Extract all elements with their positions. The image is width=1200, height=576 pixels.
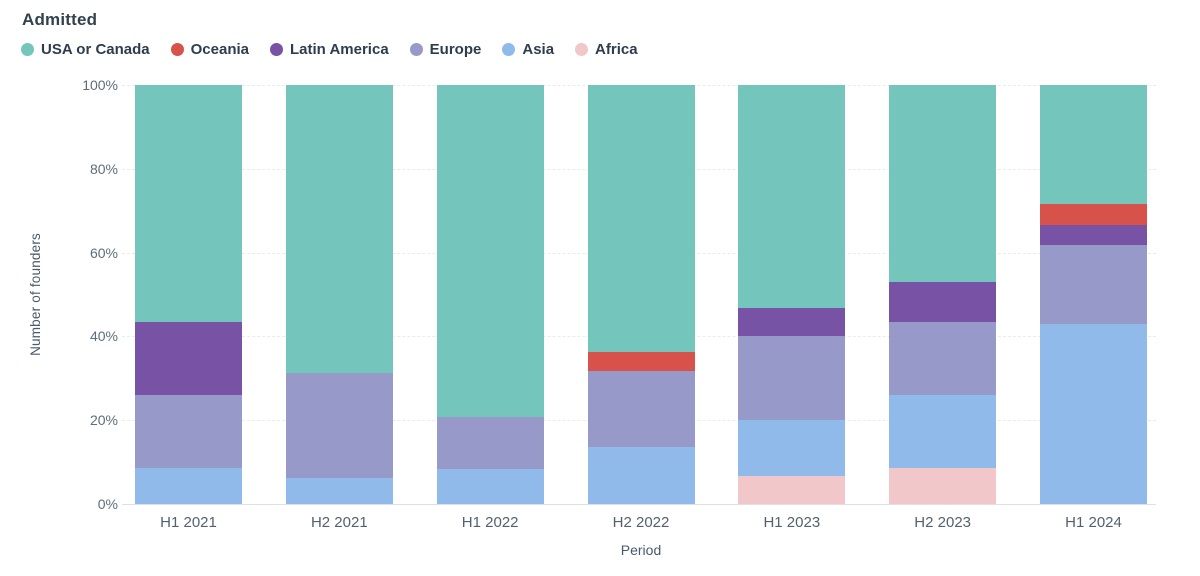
bar-segment-h1-2022-usa-or-canada[interactable] xyxy=(436,85,544,417)
bar-segment-h2-2022-usa-or-canada[interactable] xyxy=(587,85,695,352)
bar-segment-h1-2023-africa[interactable] xyxy=(738,475,846,504)
bar-segment-h2-2023-latin-america[interactable] xyxy=(889,281,997,322)
bar-stack xyxy=(889,85,997,504)
legend-swatch-icon xyxy=(502,42,516,56)
bar-segment-h2-2022-oceania[interactable] xyxy=(587,351,695,371)
legend-item-label: Asia xyxy=(522,40,555,58)
legend: USA or Canada Oceania Latin America Europe A… xyxy=(21,39,638,59)
legend-item-europe[interactable]: Europe xyxy=(409,40,482,58)
legend-item-label: Latin America xyxy=(290,40,389,58)
x-axis-title: Period xyxy=(620,542,662,558)
bar-segment-h1-2024-oceania[interactable] xyxy=(1040,204,1147,225)
bar-stack xyxy=(587,85,695,504)
y-tick-label-100: 100% xyxy=(82,77,118,93)
x-tick-label-h1-2022: H1 2022 xyxy=(461,514,519,531)
legend-swatch-icon xyxy=(21,42,34,56)
legend-item-label: Africa xyxy=(595,40,638,58)
bar-stack xyxy=(285,85,393,504)
y-tick-label-0: 0% xyxy=(97,496,118,512)
bar-group-h2-2022: H2 2022 xyxy=(587,85,695,531)
bar-segment-h1-2024-usa-or-canada[interactable] xyxy=(1040,85,1147,205)
bar-group-h1-2023: H1 2023 xyxy=(738,85,846,531)
bar-group-h1-2021: H1 2021 xyxy=(135,85,242,531)
legend-item-usa-or-canada[interactable]: USA or Canada xyxy=(21,41,150,58)
bar-group-h1-2022: H1 2022 xyxy=(436,85,544,531)
legend-item-label: USA or Canada xyxy=(41,40,150,58)
bar-segment-h2-2023-europe[interactable] xyxy=(889,321,997,396)
legend-item-latin-america[interactable]: Latin America xyxy=(270,41,389,58)
y-tick-label-60: 60% xyxy=(89,244,118,261)
x-tick-label-h2-2021: H2 2021 xyxy=(310,514,368,531)
bar-segment-h1-2022-europe[interactable] xyxy=(436,416,544,470)
y-axis-title-wrap: Number of founders xyxy=(22,85,48,504)
x-axis-line xyxy=(122,504,1156,505)
bar-stack xyxy=(436,85,544,504)
legend-swatch-icon xyxy=(409,42,423,56)
bar-segment-h1-2023-usa-or-canada[interactable] xyxy=(738,85,846,309)
bar-segment-h2-2021-usa-or-canada[interactable] xyxy=(285,85,393,373)
bar-segment-h1-2021-asia[interactable] xyxy=(135,467,242,504)
legend-item-asia[interactable]: Asia xyxy=(502,41,554,58)
bar-segment-h2-2021-asia[interactable] xyxy=(285,477,393,504)
legend-item-label: Oceania xyxy=(190,40,250,58)
bar-group-h2-2023: H2 2023 xyxy=(889,85,997,531)
bar-segment-h1-2022-asia[interactable] xyxy=(436,469,544,504)
legend-item-label: Europe xyxy=(429,40,482,58)
bar-segment-h1-2023-europe[interactable] xyxy=(738,336,846,421)
bar-segment-h1-2021-latin-america[interactable] xyxy=(135,321,242,395)
bar-segment-h2-2023-asia[interactable] xyxy=(889,395,997,469)
x-tick-label-h1-2021: H1 2021 xyxy=(160,514,217,531)
legend-item-africa[interactable]: Africa xyxy=(575,41,638,58)
bar-group-h1-2024: H1 2024 xyxy=(1040,85,1147,531)
chart-title: Admitted xyxy=(22,10,98,29)
legend-swatch-icon xyxy=(270,42,284,56)
bar-segment-h1-2024-asia[interactable] xyxy=(1040,324,1147,504)
y-tick-label-40: 40% xyxy=(89,328,118,345)
x-tick-label-h2-2023: H2 2023 xyxy=(914,514,972,531)
bar-stack xyxy=(1040,85,1147,504)
bar-stack xyxy=(135,85,242,504)
legend-swatch-icon xyxy=(575,42,589,56)
x-tick-label-h1-2024: H1 2024 xyxy=(1065,514,1122,531)
y-tick-label-20: 20% xyxy=(89,412,118,429)
bar-segment-h2-2022-asia[interactable] xyxy=(587,447,695,504)
bar-segment-h2-2023-africa[interactable] xyxy=(889,468,997,504)
bar-segment-h1-2024-latin-america[interactable] xyxy=(1040,224,1147,245)
bar-stack xyxy=(738,85,846,504)
plot-area: 0% 20% 40% 60% 80% 100% H1 2021 H2 2021 H1 2022 H… xyxy=(82,77,1156,531)
bar-segment-h2-2022-europe[interactable] xyxy=(587,370,695,448)
bar-segment-h1-2023-asia[interactable] xyxy=(738,420,846,476)
bar-segment-h1-2023-latin-america[interactable] xyxy=(738,308,846,337)
legend-swatch-icon xyxy=(170,42,184,56)
bar-segment-h1-2024-europe[interactable] xyxy=(1040,244,1147,325)
bar-segment-h2-2023-usa-or-canada[interactable] xyxy=(889,85,997,282)
bar-segment-h1-2021-usa-or-canada[interactable] xyxy=(135,85,242,322)
bar-segment-h2-2021-europe[interactable] xyxy=(285,372,393,478)
bar-group-h2-2021: H2 2021 xyxy=(285,85,393,531)
y-tick-label-80: 80% xyxy=(89,160,118,177)
bar-segment-h1-2021-europe[interactable] xyxy=(135,394,242,468)
x-tick-label-h1-2023: H1 2023 xyxy=(763,514,821,531)
y-axis-title: Number of founders xyxy=(27,233,43,356)
legend-item-oceania[interactable]: Oceania xyxy=(170,40,250,58)
x-tick-label-h2-2022: H2 2022 xyxy=(612,514,670,531)
